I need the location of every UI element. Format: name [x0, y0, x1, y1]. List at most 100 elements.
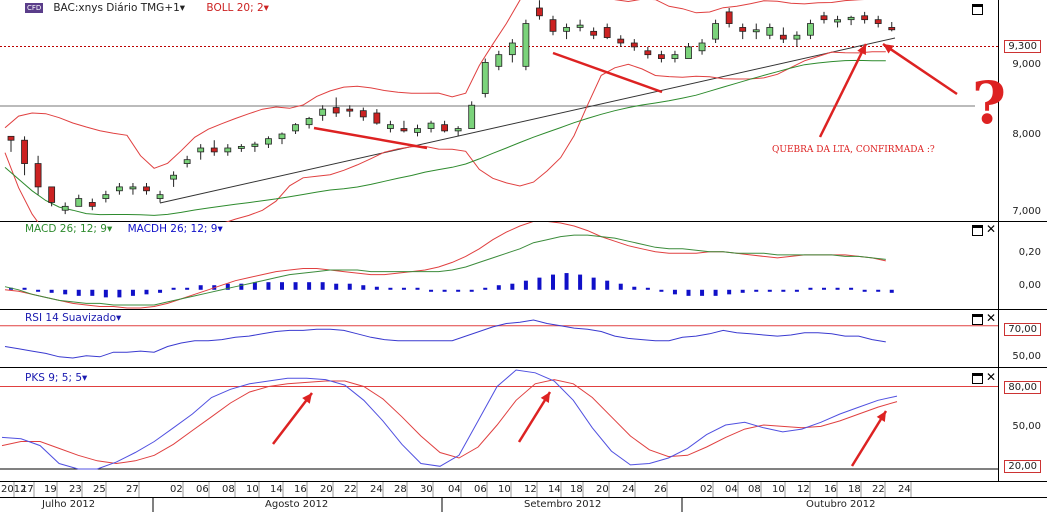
day-tick: 04: [448, 484, 461, 495]
macdh-dropdown-icon[interactable]: ▾: [217, 223, 223, 235]
macdh-bar: [510, 283, 515, 290]
annotation-line-2: [552, 51, 663, 94]
day-tick: 12: [797, 484, 810, 495]
candle-body: [658, 54, 665, 59]
day-tick: 08: [748, 484, 761, 495]
macdh-bar: [22, 287, 27, 290]
candle-body: [170, 174, 178, 180]
pks-arrow-3-head: [876, 411, 886, 422]
day-tick: 10: [498, 484, 511, 495]
maximize-icon[interactable]: [972, 225, 983, 236]
macdh-bar: [198, 285, 203, 290]
instrument-dropdown-icon[interactable]: ▾: [179, 2, 186, 14]
candle-body: [712, 23, 719, 40]
rsi-dropdown-icon[interactable]: ▾: [116, 312, 122, 324]
day-tick: 25: [93, 484, 106, 495]
boll-indicator-label[interactable]: BOLL 20; 2: [206, 2, 264, 14]
close-icon[interactable]: ✕: [986, 311, 997, 325]
macdh-bar: [280, 282, 284, 290]
month-label-setembro: Setembro 2012: [524, 499, 602, 510]
close-icon[interactable]: ✕: [986, 370, 997, 384]
maximize-icon[interactable]: [972, 314, 983, 325]
candle-body: [400, 128, 408, 132]
candle-body: [861, 15, 869, 21]
macdh-bar: [727, 289, 732, 295]
rsi-label[interactable]: RSI 14 Suavizado: [25, 312, 117, 324]
candle-body: [143, 186, 150, 192]
macdh-bar: [185, 287, 190, 290]
bollinger-lower-band: [4, 51, 886, 222]
macdh-bar: [130, 289, 135, 296]
day-tick: 17: [21, 484, 34, 495]
candle-body: [888, 27, 896, 31]
macdh-bar: [76, 289, 81, 296]
maximize-icon[interactable]: [972, 4, 983, 15]
macdh-bar: [90, 289, 95, 296]
annotation-arrow-left: [882, 42, 958, 96]
pks-arrow-2-head: [540, 392, 550, 403]
macd-pane: MACD 26; 12; 9▾ MACDH 26; 12; 9▾ ✕ 0,20 …: [0, 222, 1047, 310]
pks-pane: PKS 9; 5; 5▾ ✕ 80,00 50,00 20,00: [0, 368, 1047, 482]
candle-body: [522, 23, 530, 67]
macdh-bar: [307, 282, 312, 290]
boll-dropdown-icon[interactable]: ▾: [263, 2, 269, 14]
candle-body: [779, 34, 787, 40]
candle-body: [359, 110, 367, 118]
candle-body: [807, 23, 814, 36]
rsi-plot: [0, 310, 1047, 368]
macdh-bar: [266, 282, 271, 290]
candle-body: [278, 133, 286, 140]
candle-body: [305, 118, 313, 126]
pks-label[interactable]: PKS 9; 5; 5: [25, 372, 83, 384]
macdh-bar: [158, 289, 163, 293]
day-tick: 08: [222, 484, 235, 495]
macdh-bar: [483, 287, 488, 290]
macd-label[interactable]: MACD 26; 12; 9: [25, 223, 107, 235]
maximize-icon[interactable]: [972, 373, 983, 384]
macdh-bar: [239, 283, 244, 290]
instrument-title[interactable]: BAC:xnys Diário TMG+1: [53, 2, 180, 14]
candle-body: [495, 54, 503, 67]
macdh-bar: [686, 289, 691, 296]
macd-dropdown-icon[interactable]: ▾: [106, 223, 113, 235]
day-tick: 16: [294, 484, 307, 495]
price-tick-9000: 9,000: [1012, 59, 1041, 70]
macdh-bar: [794, 289, 799, 292]
candle-body: [752, 29, 760, 33]
candle-body: [386, 124, 394, 129]
candle-body: [441, 124, 449, 132]
rsi-line: [4, 319, 886, 359]
price-pane-header: CFD BAC:xnys Diário TMG+1▾ BOLL 20; 2▾: [25, 2, 279, 14]
day-tick: 2012: [1, 484, 27, 495]
candle-body: [61, 205, 69, 211]
pks-dropdown-icon[interactable]: ▾: [82, 372, 88, 384]
pks-plot: [0, 368, 1047, 482]
day-tick: 14: [548, 484, 561, 495]
day-tick: 22: [872, 484, 885, 495]
macdh-label[interactable]: MACDH 26; 12; 9: [127, 223, 218, 235]
day-tick: 18: [848, 484, 861, 495]
macdh-bar: [618, 283, 623, 290]
macdh-bar: [672, 289, 677, 295]
candle-body: [265, 138, 272, 145]
close-icon[interactable]: ✕: [986, 222, 997, 236]
macdh-bar: [862, 289, 867, 292]
day-tick: 18: [570, 484, 583, 495]
macdh-bar: [523, 280, 528, 290]
macd-tick-000: 0,00: [1018, 280, 1041, 291]
question-mark-annotation: ?: [972, 69, 1006, 137]
candle-body: [454, 128, 462, 132]
candle-body: [834, 19, 841, 23]
candle-body: [644, 50, 652, 56]
candle-body: [251, 143, 259, 147]
macdh-bar: [754, 289, 759, 292]
macdh-bar: [713, 289, 718, 296]
day-tick: 14: [270, 484, 283, 495]
candle-body: [685, 46, 692, 59]
macdh-bar: [822, 287, 826, 290]
macdh-bar: [334, 283, 339, 290]
candle-body: [766, 27, 774, 36]
candle-body: [671, 54, 679, 59]
macdh-bar: [429, 289, 434, 292]
candle-body: [576, 24, 584, 28]
